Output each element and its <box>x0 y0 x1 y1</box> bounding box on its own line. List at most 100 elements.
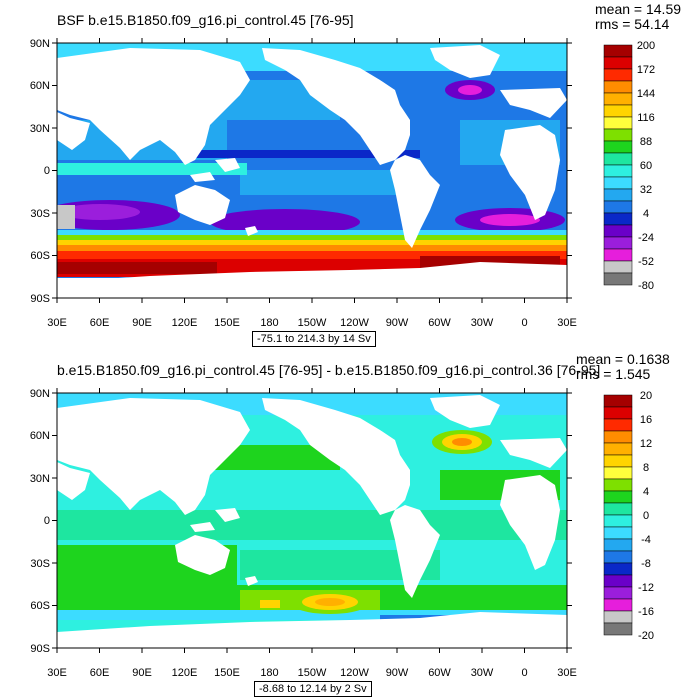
lat-label: 60S <box>30 600 50 612</box>
colorbar-swatch <box>603 502 633 516</box>
colorbar-swatch <box>603 212 633 226</box>
colorbar-swatch <box>603 586 633 600</box>
colorbar-swatch <box>603 622 633 636</box>
colorbar-swatch <box>603 514 633 528</box>
colorbar-swatch <box>603 394 633 408</box>
lon-label: 30E <box>557 667 577 679</box>
lat-label: 60N <box>30 430 50 442</box>
colorbar-swatch <box>603 200 633 214</box>
lon-label: 60W <box>428 317 451 329</box>
lon-label: 60E <box>90 317 110 329</box>
colorbar-label: 0 <box>643 510 649 522</box>
colorbar-swatch <box>603 140 633 154</box>
colorbar-label: 60 <box>640 160 652 172</box>
tick-marks <box>52 38 572 303</box>
land-mask <box>57 45 567 298</box>
colorbar-swatch <box>603 116 633 130</box>
acc-band <box>57 230 567 235</box>
lat-label: 90N <box>30 388 50 400</box>
lon-label: 150W <box>298 667 327 679</box>
map-plot <box>57 393 567 648</box>
lon-label: 120W <box>340 667 369 679</box>
lon-label: 90E <box>132 667 152 679</box>
lat-label: 60N <box>30 80 50 92</box>
colorbar-swatch <box>603 260 633 274</box>
lat-label: 90S <box>30 293 50 305</box>
lat-label: 0 <box>44 165 50 177</box>
mean-stat: mean = 0.1638 <box>576 351 670 367</box>
colorbar-label: -16 <box>638 606 654 618</box>
colorbar-swatch <box>603 442 633 456</box>
lon-label: 30E <box>557 317 577 329</box>
land-mask <box>57 395 567 648</box>
colorbar-swatch <box>603 598 633 612</box>
colorbar-label: -80 <box>638 280 654 292</box>
rms-stat: rms = 54.14 <box>595 16 670 32</box>
lat-label: 30S <box>30 558 50 570</box>
colorbar-swatch <box>603 610 633 624</box>
colorbar-label: 4 <box>643 486 649 498</box>
lon-label: 30W <box>471 317 494 329</box>
colorbar-swatch <box>603 128 633 142</box>
colorbar-label: 144 <box>637 88 655 100</box>
colorbar: 20 16 12 8 4 0 -4 -8 -12 -16 -20 <box>603 390 654 642</box>
lon-label: 60E <box>90 667 110 679</box>
lon-label: 180 <box>260 667 278 679</box>
colorbar-swatch <box>603 538 633 552</box>
colorbar-label: 12 <box>640 438 652 450</box>
lon-label: 0 <box>521 667 527 679</box>
colorbar-swatch <box>603 430 633 444</box>
colorbar: 200 172 144 116 88 60 32 4 -24 -52 -80 <box>603 40 655 292</box>
lat-label: 90N <box>30 38 50 50</box>
map-figure: 90N 60N 30N 0 30S 60S 90S 30E 60E 90E 12… <box>30 38 655 329</box>
colorbar-label: -4 <box>641 534 651 546</box>
colorbar-swatch <box>603 80 633 94</box>
lon-label: 90W <box>386 317 409 329</box>
lat-axis: 90N 60N 30N 0 30S 60S 90S <box>30 38 50 305</box>
colorbar-label: 88 <box>640 136 652 148</box>
colorbar-swatch <box>603 92 633 106</box>
lon-label: 0 <box>521 317 527 329</box>
colorbar-label: -52 <box>638 256 654 268</box>
map-figure: 90N 60N 30N 0 30S 60S 90S 30E 60E 90E 12… <box>30 388 654 679</box>
colorbar-swatch <box>603 406 633 420</box>
colorbar-swatch <box>603 224 633 238</box>
lon-axis: 30E 60E 90E 120E 150E 180 150W 120W 90W … <box>47 317 577 329</box>
colorbar-swatch <box>603 188 633 202</box>
colorbar-label: 32 <box>640 184 652 196</box>
colorbar-swatch <box>603 176 633 190</box>
colorbar-swatch <box>603 550 633 564</box>
colorbar-label: -24 <box>638 232 654 244</box>
map-plot <box>57 43 567 298</box>
colorbar-label: 4 <box>643 208 649 220</box>
lat-label: 60S <box>30 250 50 262</box>
colorbar-swatch <box>603 466 633 480</box>
lon-label: 30E <box>47 667 67 679</box>
colorbar-swatch <box>603 574 633 588</box>
map-panel-difference: b.e15.B1850.f09_g16.pi_control.45 [76-95… <box>0 350 700 700</box>
lat-label: 0 <box>44 515 50 527</box>
lon-label: 30W <box>471 667 494 679</box>
range-label: -75.1 to 214.3 by 14 Sv <box>252 331 376 347</box>
lon-axis: 30E 60E 90E 120E 150E 180 150W 120W 90W … <box>47 667 577 679</box>
lat-label: 30N <box>30 123 50 135</box>
colorbar-swatch <box>603 526 633 540</box>
tick-marks <box>52 388 572 653</box>
colorbar-label: 116 <box>637 112 655 124</box>
colorbar-label: -8 <box>641 558 651 570</box>
colorbar-swatch <box>603 236 633 250</box>
lat-label: 90S <box>30 643 50 655</box>
lon-label: 150E <box>214 667 240 679</box>
lon-label: 60W <box>428 667 451 679</box>
map-panel-bsf: BSF b.e15.B1850.f09_g16.pi_control.45 [7… <box>30 2 681 347</box>
colorbar-swatch <box>603 454 633 468</box>
lon-label: 150W <box>298 317 327 329</box>
rms-stat: rms = 1.545 <box>576 366 651 382</box>
colorbar-label: 20 <box>640 390 652 402</box>
colorbar-swatch <box>603 164 633 178</box>
colorbar-swatch <box>603 68 633 82</box>
lon-label: 120W <box>340 317 369 329</box>
colorbar-label: 200 <box>637 40 655 52</box>
lat-label: 30N <box>30 473 50 485</box>
colorbar-label: -20 <box>638 630 654 642</box>
